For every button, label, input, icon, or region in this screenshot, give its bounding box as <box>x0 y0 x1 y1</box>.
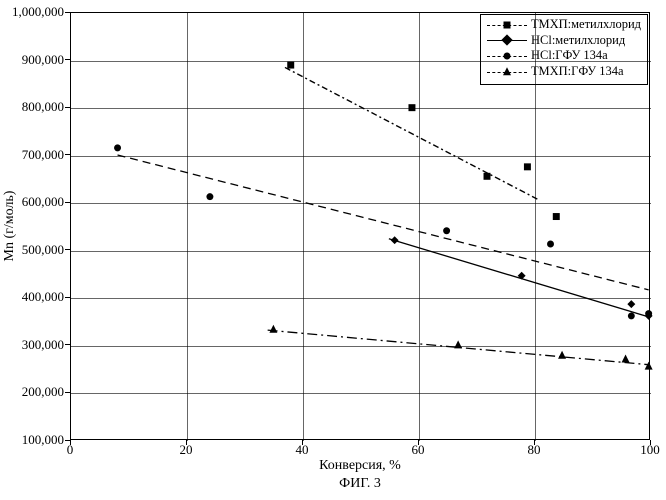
point-tmhp_mecl <box>287 62 294 69</box>
trend-tmhp_134a <box>268 330 649 365</box>
point-hcl_134a <box>645 310 652 317</box>
point-tmhp_134a <box>558 351 566 359</box>
plot-area: ТМХП:метилхлоридHCl:метилхлоридHCl:ГФУ 1… <box>70 12 650 440</box>
legend-swatch <box>487 65 527 79</box>
ytick-label: 100,000 <box>22 432 64 448</box>
square-icon <box>504 21 511 28</box>
gridline-v <box>303 13 304 441</box>
gridline-h <box>71 61 651 62</box>
x-axis-label: Конверсия, % <box>70 458 650 474</box>
gridline-h <box>71 251 651 252</box>
legend-item-hcl_mecl: HCl:метилхлорид <box>487 33 641 49</box>
ytick-label: 900,000 <box>22 52 64 68</box>
point-tmhp_mecl <box>524 163 531 170</box>
point-tmhp_134a <box>645 362 653 370</box>
xtick-label: 40 <box>296 442 309 458</box>
legend-label: ТМХП:ГФУ 134a <box>531 64 624 80</box>
point-hcl_134a <box>114 144 121 151</box>
ytick <box>65 59 70 60</box>
point-hcl_mecl <box>627 300 635 308</box>
point-tmhp_mecl <box>484 173 491 180</box>
gridline-h <box>71 298 651 299</box>
ytick-label: 400,000 <box>22 289 64 305</box>
legend-label: HCl:ГФУ 134a <box>531 48 608 64</box>
trend-tmhp_mecl <box>285 67 539 200</box>
ytick-label: 300,000 <box>22 337 64 353</box>
y-axis-label: Mn (г/моль) <box>2 191 18 262</box>
gridline-v <box>419 13 420 441</box>
ytick <box>65 154 70 155</box>
point-hcl_mecl <box>645 312 653 320</box>
gridline-h <box>71 393 651 394</box>
legend-item-tmhp_mecl: ТМХП:метилхлорид <box>487 17 641 33</box>
gridline-h <box>71 346 651 347</box>
ytick <box>65 344 70 345</box>
legend-swatch <box>487 18 527 32</box>
ytick <box>65 202 70 203</box>
trend-hcl_134a <box>118 155 649 290</box>
xtick-label: 80 <box>528 442 541 458</box>
ytick-label: 600,000 <box>22 194 64 210</box>
gridline-v <box>187 13 188 441</box>
point-tmhp_134a <box>622 355 630 363</box>
ytick <box>65 107 70 108</box>
point-hcl_mecl <box>391 236 399 244</box>
point-hcl_134a <box>443 227 450 234</box>
triangle-icon <box>503 67 511 75</box>
point-hcl_mecl <box>518 272 526 280</box>
point-hcl_134a <box>628 312 635 319</box>
gridline-v <box>535 13 536 441</box>
ytick <box>65 392 70 393</box>
ytick <box>65 297 70 298</box>
legend: ТМХП:метилхлоридHCl:метилхлоридHCl:ГФУ 1… <box>480 14 648 85</box>
figure-caption: ФИГ. 3 <box>70 476 650 492</box>
ytick-label: 800,000 <box>22 99 64 115</box>
ytick <box>65 440 70 441</box>
point-hcl_134a <box>206 193 213 200</box>
legend-label: HCl:метилхлорид <box>531 33 625 49</box>
legend-item-tmhp_134a: ТМХП:ГФУ 134a <box>487 64 641 80</box>
point-tmhp_134a <box>454 340 462 348</box>
point-tmhp_mecl <box>553 213 560 220</box>
circle-icon <box>504 53 511 60</box>
legend-item-hcl_134a: HCl:ГФУ 134a <box>487 48 641 64</box>
gridline-h <box>71 156 651 157</box>
gridline-h <box>71 108 651 109</box>
xtick-label: 20 <box>180 442 193 458</box>
ytick-label: 1,000,000 <box>12 4 64 20</box>
ytick-label: 700,000 <box>22 147 64 163</box>
ytick <box>65 12 70 13</box>
xtick-label: 100 <box>640 442 660 458</box>
legend-label: ТМХП:метилхлорид <box>531 17 641 33</box>
legend-swatch <box>487 33 527 47</box>
gridline-h <box>71 203 651 204</box>
ytick-label: 500,000 <box>22 242 64 258</box>
ytick <box>65 249 70 250</box>
point-tmhp_134a <box>269 325 277 333</box>
xtick-label: 0 <box>67 442 74 458</box>
point-hcl_134a <box>547 241 554 248</box>
xtick-label: 60 <box>412 442 425 458</box>
diamond-icon <box>501 35 512 46</box>
ytick-label: 200,000 <box>22 384 64 400</box>
